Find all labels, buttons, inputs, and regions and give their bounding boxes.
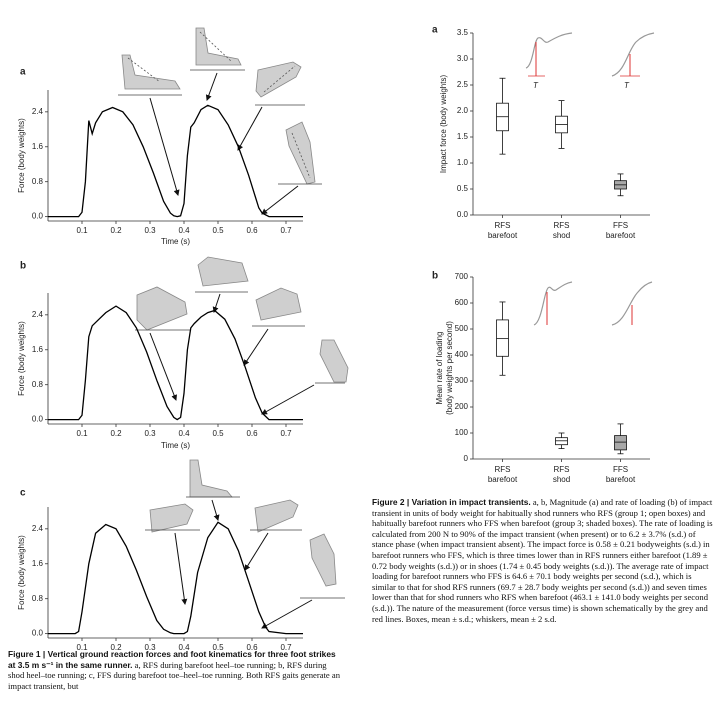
force-curve (48, 521, 303, 635)
y-tick-label: 3.5 (457, 28, 469, 37)
box (496, 319, 509, 357)
x-axis-label: Time (s) (161, 441, 190, 450)
y-axis-label: Impact force (body weights) (439, 75, 448, 174)
y-tick-label: 400 (455, 350, 469, 359)
x-tick-label: 0.1 (76, 643, 88, 652)
y-tick-label: 0 (464, 454, 469, 463)
y-tick-label: 3.0 (457, 54, 469, 63)
caption-title: Figure 2 | Variation in impact transient… (372, 497, 531, 507)
x-tick-label: 0.5 (212, 226, 224, 235)
y-tick-label: 300 (455, 376, 469, 385)
panel-label: a (432, 25, 438, 36)
y-tick-label: 0.0 (32, 415, 44, 424)
x-tick-label: barefoot (488, 231, 518, 240)
x-tick-label: 0.3 (144, 226, 156, 235)
caption-title: Figure 1 | Vertical ground reaction forc… (8, 649, 336, 670)
caption-body: a, RFS during barefoot heel–toe running;… (8, 659, 340, 691)
arrows (149, 72, 315, 629)
y-tick-label: 1.5 (457, 132, 469, 141)
figure2-caption: Figure 2 | Variation in impact transient… (372, 497, 714, 709)
y-tick-label: 2.4 (32, 524, 44, 533)
y-axis-label: (body weights per second) (445, 321, 454, 415)
inset-label: T (624, 81, 630, 90)
panel-label: b (20, 261, 26, 272)
box (614, 435, 627, 451)
x-tick-label: 0.1 (76, 429, 88, 438)
x-tick-label: FFS (613, 465, 628, 474)
panel-label: b (432, 271, 438, 282)
x-axis-label: Time (s) (161, 237, 190, 246)
x-tick-label: 0.6 (246, 226, 258, 235)
x-tick-label: 0.4 (178, 643, 190, 652)
x-tick-label: RFS (554, 221, 570, 230)
y-tick-label: 200 (455, 402, 469, 411)
inset-label: T (533, 81, 539, 90)
x-tick-label: 0.6 (246, 643, 258, 652)
caption-body: a, b, Magnitude (a) and rate of loading … (372, 497, 713, 624)
x-tick-label: 0.6 (246, 429, 258, 438)
y-tick-label: 0.0 (32, 629, 44, 638)
y-tick-label: 600 (455, 298, 469, 307)
y-tick-label: 0.8 (32, 177, 44, 186)
x-tick-label: 0.4 (178, 226, 190, 235)
x-tick-label: 0.1 (76, 226, 88, 235)
x-tick-label: RFS (495, 221, 511, 230)
y-axis-label: Force (body weights) (17, 118, 26, 193)
y-axis-label: Force (body weights) (17, 535, 26, 610)
x-tick-label: 0.4 (178, 429, 190, 438)
x-tick-label: 0.7 (280, 429, 292, 438)
x-tick-label: barefoot (488, 475, 518, 484)
y-tick-label: 2.4 (32, 107, 44, 116)
x-tick-label: barefoot (606, 475, 636, 484)
y-tick-label: 700 (455, 272, 469, 281)
y-axis-label: Mean rate of loading (435, 332, 444, 405)
force-curve (48, 104, 303, 218)
x-tick-label: FFS (613, 221, 628, 230)
y-tick-label: 1.6 (32, 345, 44, 354)
x-tick-label: RFS (554, 465, 570, 474)
y-tick-label: 0.0 (32, 212, 44, 221)
schematic-insets (525, 32, 655, 326)
x-tick-label: 0.2 (110, 643, 122, 652)
y-tick-label: 0.0 (457, 210, 469, 219)
x-tick-label: 0.5 (212, 429, 224, 438)
force-curve (48, 305, 303, 421)
x-tick-label: 0.7 (280, 226, 292, 235)
panel-label: c (20, 488, 26, 499)
y-tick-label: 2.5 (457, 80, 469, 89)
y-axis-label: Force (body weights) (17, 321, 26, 396)
y-tick-label: 0.8 (32, 380, 44, 389)
y-tick-label: 2.0 (457, 106, 469, 115)
x-tick-label: RFS (495, 465, 511, 474)
y-tick-label: 1.0 (457, 158, 469, 167)
x-tick-label: 0.2 (110, 226, 122, 235)
figure1-caption: Figure 1 | Vertical ground reaction forc… (8, 649, 344, 720)
y-tick-label: 0.8 (32, 594, 44, 603)
x-tick-label: shod (553, 475, 570, 484)
y-tick-label: 500 (455, 324, 469, 333)
foot-illustrations (118, 27, 349, 599)
x-tick-label: barefoot (606, 231, 636, 240)
y-tick-label: 0.5 (457, 184, 469, 193)
y-tick-label: 2.4 (32, 310, 44, 319)
x-tick-label: 0.2 (110, 429, 122, 438)
y-tick-label: 100 (455, 428, 469, 437)
x-tick-label: 0.7 (280, 643, 292, 652)
x-tick-label: 0.5 (212, 643, 224, 652)
panel-label: a (20, 67, 26, 78)
y-tick-label: 1.6 (32, 559, 44, 568)
x-tick-label: shod (553, 231, 570, 240)
x-tick-label: 0.3 (144, 429, 156, 438)
x-tick-label: 0.3 (144, 643, 156, 652)
y-tick-label: 1.6 (32, 142, 44, 151)
